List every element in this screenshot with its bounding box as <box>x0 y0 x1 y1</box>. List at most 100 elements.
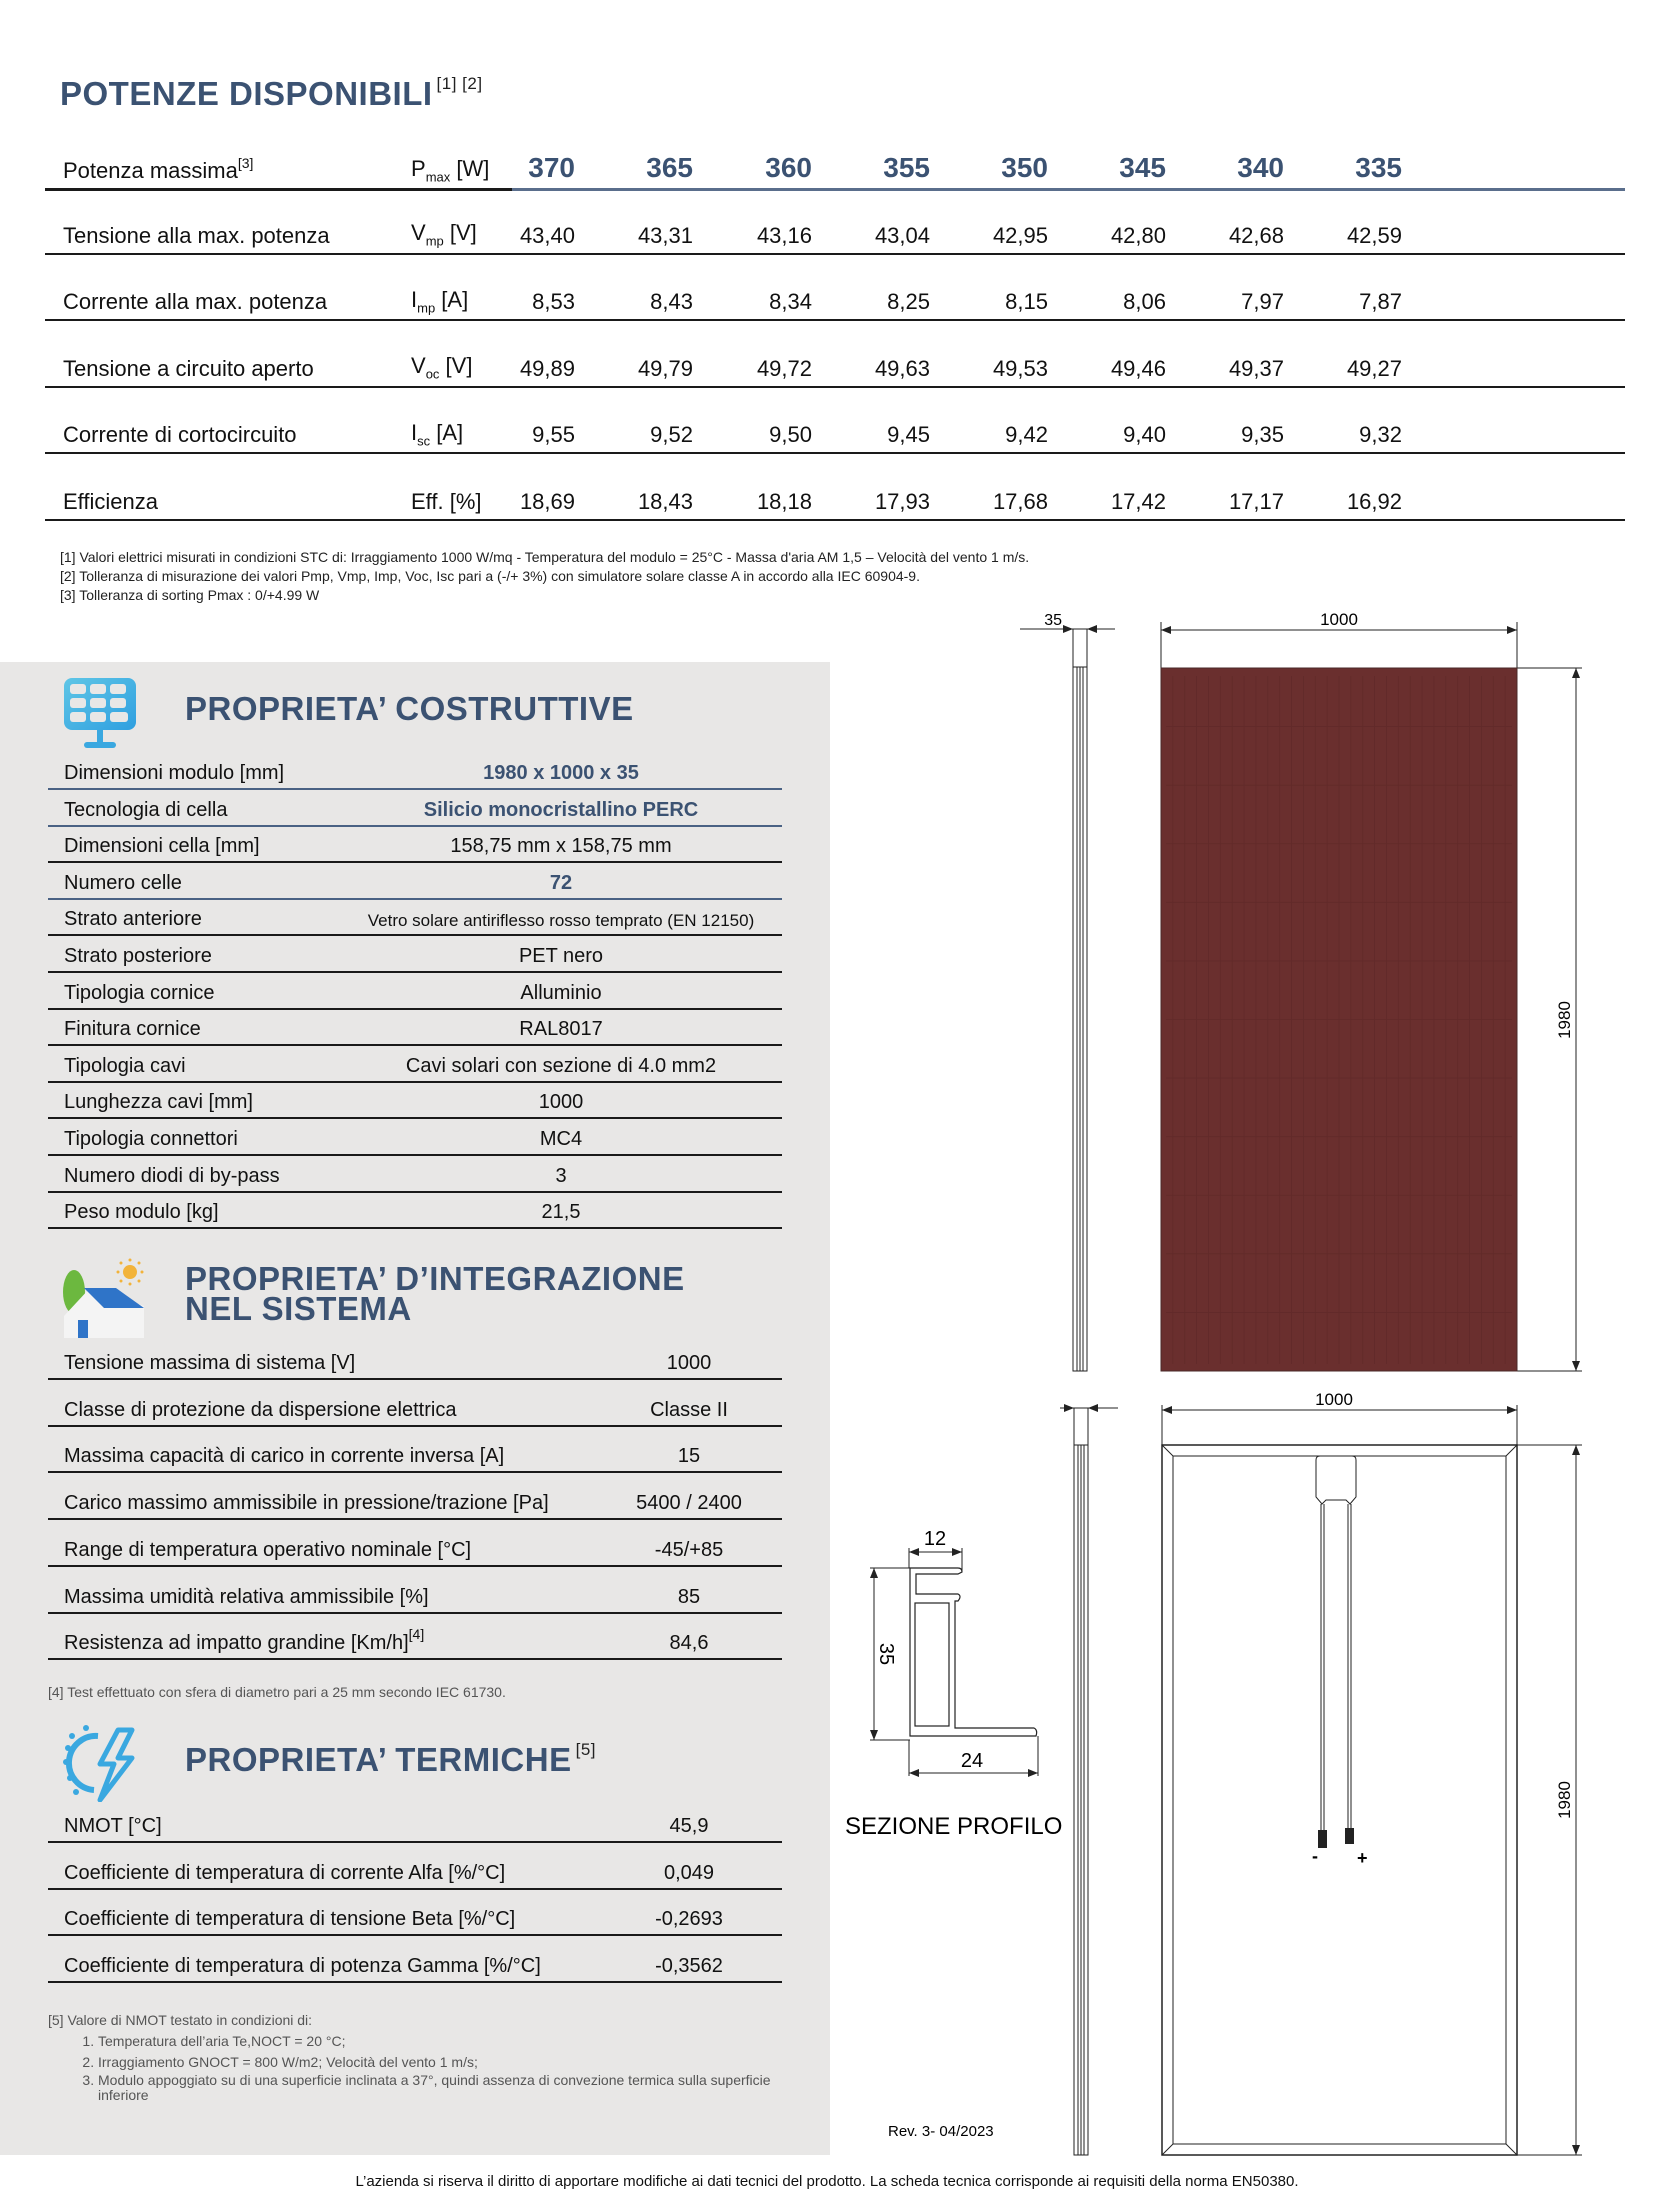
subscript: max <box>425 169 451 184</box>
cell-value: 370 <box>528 152 575 183</box>
row-value: MC4 <box>539 1128 583 1150</box>
symbol: V <box>411 353 426 379</box>
row-value: 15 <box>677 1445 701 1468</box>
label-text: Coefficiente di temperatura di corrente … <box>64 1861 506 1884</box>
label-text: Classe di protezione da dispersione elet… <box>64 1398 457 1421</box>
cell-value: 49,79 <box>637 355 693 381</box>
cell-value: 18,43 <box>637 488 693 514</box>
symbol: Eff. <box>411 488 444 514</box>
row-label: Strato posteriore <box>64 945 212 968</box>
table-row: Coefficiente di temperatura di tensione … <box>48 1896 782 1937</box>
label-text: Massima umidità relativa ammissibile [%] <box>64 1585 429 1608</box>
label-text: Tensione alla max. potenza <box>63 222 330 248</box>
table-row: Strato anteriore Vetro solare antirifless… <box>48 902 782 937</box>
cell-value: 8,53 <box>532 289 575 314</box>
label-text: Strato posteriore <box>64 945 212 967</box>
row-value: Alluminio <box>520 981 602 1004</box>
footnote-item: Irraggiamento GNOCT = 800 W/m2; Velocità… <box>98 2052 818 2073</box>
solar-panel-icon <box>64 678 136 748</box>
row-label: Resistenza ad impatto grandine [Km/h][4] <box>64 1626 424 1655</box>
row-label: Potenza massima[3] <box>63 155 253 184</box>
row-label: Coefficiente di temperatura di potenza G… <box>64 1955 541 1978</box>
row-label: Lunghezza cavi [mm] <box>64 1091 253 1114</box>
row-label: Tensione alla max. potenza <box>63 223 330 249</box>
module-drawing: 35 1000 1980 - + 1000 1980 12 35 2 <box>845 610 1582 2156</box>
table-row: Numero celle 72 <box>48 866 782 900</box>
row-label: Peso modulo [kg] <box>64 1201 219 1224</box>
cell-value: 7,97 <box>1241 289 1284 314</box>
table-row: Corrente di cortocircuito Isc [A] 9,55 9,52… <box>45 414 1625 454</box>
table-row: Tipologia cornice Alluminio <box>48 976 782 1010</box>
footnote: [3] Tolleranza di sorting Pmax : 0/+4.99… <box>60 587 320 603</box>
construction-title: PROPRIETA’ COSTRUTTIVE <box>185 690 634 727</box>
row-value: Classe II <box>650 1398 728 1421</box>
row-label: NMOT [°C] <box>64 1815 162 1838</box>
label-text: Tipologia cornice <box>64 981 215 1004</box>
dim-back-width: 1000 <box>1315 1390 1353 1409</box>
table-row: Potenza massima[3] Pmax [W] 370 365 360 355 35… <box>45 148 1625 191</box>
row-label: Strato anteriore <box>64 908 202 931</box>
label-text: Tipologia cavi <box>64 1054 186 1077</box>
footnote-item: Temperatura dell’aria Te,NOCT = 20 °C; <box>98 2031 818 2052</box>
label-text: Dimensioni cella [mm] <box>64 835 260 858</box>
table-row: Lunghezza cavi [mm] 1000 <box>48 1085 782 1120</box>
table-row: Carico massimo ammissibile in pressione/… <box>48 1480 782 1521</box>
cell-value: 49,46 <box>1110 355 1166 381</box>
cell-value: 8,15 <box>1005 289 1048 314</box>
dim-front-width: 1000 <box>1320 610 1358 629</box>
unit: [V] <box>439 353 473 379</box>
cell-value: 9,45 <box>887 422 930 447</box>
table-row: Tecnologia di cella Silicio monocristalli… <box>48 793 782 827</box>
label-text: NMOT [°C] <box>64 1815 162 1837</box>
row-value: RAL8017 <box>519 1018 603 1041</box>
cell-value: 8,43 <box>650 289 693 314</box>
label-text: Corrente di cortocircuito <box>63 422 297 447</box>
label-text: Corrente alla max. potenza <box>63 289 328 314</box>
symbol: V <box>411 220 426 246</box>
row-unit: Vmp [V] <box>411 220 477 248</box>
integration-title: PROPRIETA’ D’INTEGRAZIONE NEL SISTEMA <box>185 1260 685 1327</box>
cell-value: 355 <box>883 152 930 183</box>
dim-front-height: 1980 <box>1555 1001 1574 1039</box>
table-row: Resistenza ad impatto grandine [Km/h][4]… <box>48 1620 782 1661</box>
table-row: Peso modulo [kg] 21,5 <box>48 1195 782 1230</box>
cell-value: 49,89 <box>519 355 575 381</box>
row-value: -0,3562 <box>655 1955 723 1978</box>
label-text: Resistenza ad impatto grandine [Km/h] <box>64 1632 409 1655</box>
thermal-footnote: [5] Valore di NMOT testato in condizioni… <box>48 2010 818 2103</box>
cell-value: 335 <box>1355 152 1402 183</box>
table-row: Coefficiente di temperatura di corrente … <box>48 1850 782 1890</box>
table-row: Tensione a circuito aperto Voc [V] 49,89 49… <box>45 348 1625 388</box>
unit: [V] <box>443 220 477 246</box>
row-value: 5400 / 2400 <box>636 1492 742 1515</box>
row-unit: Imp [A] <box>411 287 468 315</box>
row-value: 72 <box>549 871 573 894</box>
unit: [W] <box>450 155 490 181</box>
dim-profile-height: 35 <box>875 1643 897 1665</box>
label-text: Dimensioni modulo [mm] <box>64 762 285 784</box>
table-row: Massima capacità di carico in corrente i… <box>48 1433 782 1474</box>
symbol: P <box>411 155 426 181</box>
label-text: Finitura cornice <box>64 1018 201 1041</box>
row-label: Corrente di cortocircuito <box>63 422 297 448</box>
table-row: Classe di protezione da dispersione elet… <box>48 1387 782 1427</box>
cell-value: 7,87 <box>1359 289 1402 314</box>
table-row: Coefficiente di temperatura di potenza G… <box>48 1943 782 1984</box>
dim-profile-base: 24 <box>961 1750 983 1772</box>
row-value: 158,75 mm x 158,75 mm <box>450 835 672 858</box>
cell-value: 49,63 <box>874 355 930 381</box>
plus-label: + <box>1357 1848 1368 1868</box>
cell-value: 9,55 <box>532 422 575 447</box>
powers-title: POTENZE DISPONIBILI [1] [2] <box>60 74 483 112</box>
thermal-title: PROPRIETA’ TERMICHE [5] <box>185 1740 597 1778</box>
row-label: Efficienza <box>63 489 158 515</box>
row-label: Numero diodi di by-pass <box>64 1165 280 1188</box>
row-value: 1000 <box>538 1091 584 1114</box>
row-value: 1980 x 1000 x 35 <box>483 762 639 784</box>
profile-label: SEZIONE PROFILO <box>845 1813 1062 1840</box>
row-label: Coefficiente di temperatura di tensione … <box>64 1908 515 1931</box>
cell-value: 9,50 <box>769 422 812 447</box>
label-text: Potenza massima <box>63 158 238 183</box>
row-value: 21,5 <box>541 1201 581 1224</box>
cell-value: 8,06 <box>1123 289 1166 314</box>
